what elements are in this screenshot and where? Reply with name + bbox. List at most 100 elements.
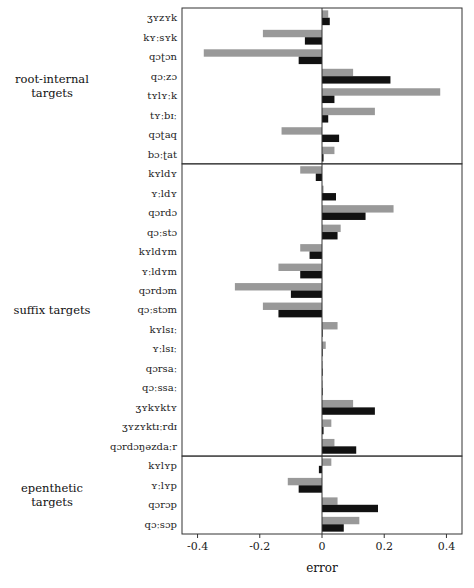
category-label: qɔrdɔŋəzdaːr xyxy=(110,441,177,452)
category-label: qɔːstɔm xyxy=(137,304,177,315)
category-label: ʏːlsɪː xyxy=(152,343,177,354)
tick-label: 0.4 xyxy=(438,540,456,553)
bar xyxy=(310,252,322,259)
section-label-line: epenthetic xyxy=(21,481,83,495)
bar xyxy=(322,524,344,531)
bar xyxy=(299,57,322,64)
bars xyxy=(235,166,394,454)
frame xyxy=(182,456,462,534)
category-label: qɔrsaː xyxy=(146,363,177,374)
bar xyxy=(322,147,334,154)
bar xyxy=(263,303,322,310)
bar xyxy=(322,18,330,25)
category-label: qɔrdɔm xyxy=(139,285,178,296)
bar xyxy=(300,271,322,278)
bar xyxy=(322,439,334,446)
bar xyxy=(278,264,322,271)
category-label: kʏlsɪː xyxy=(149,324,177,335)
bar xyxy=(322,517,359,524)
x-axis-label: error xyxy=(306,561,338,575)
bar xyxy=(322,213,366,220)
section-label: epenthetictargets xyxy=(21,481,83,509)
bar xyxy=(322,88,440,95)
bar xyxy=(322,10,328,17)
section: kʏlʏp ʏːlʏp qɔrɔp qɔːsɔp epenthetictargets -0… xyxy=(21,456,462,575)
bar xyxy=(322,446,356,453)
bar xyxy=(282,127,322,134)
frame xyxy=(182,164,462,456)
category-label: qɔːzɔ xyxy=(151,71,178,82)
category-label: qɔrɔp xyxy=(148,499,177,510)
tick-label: -0.4 xyxy=(187,540,208,553)
bar xyxy=(322,497,338,504)
category-label: ʏːlʏp xyxy=(151,480,177,491)
category-label: kʏːsʏk xyxy=(143,32,178,43)
tick xyxy=(259,534,260,538)
bar xyxy=(300,166,322,173)
bar xyxy=(322,69,353,76)
bar xyxy=(322,322,338,329)
bar xyxy=(322,400,353,407)
category-label: kʏldʏ xyxy=(148,168,177,179)
category-label: qɔʈaq xyxy=(149,129,178,140)
tick xyxy=(322,534,323,538)
category-label: qɔʈɔn xyxy=(149,51,178,62)
category-label: qɔːsɔp xyxy=(144,519,177,530)
section-label: root-internaltargets xyxy=(15,72,89,100)
category-label: qɔːssaː xyxy=(142,382,177,393)
bar xyxy=(288,478,322,485)
bar xyxy=(291,290,322,297)
tick-label: 0 xyxy=(319,540,326,553)
section-label-line: targets xyxy=(31,86,73,100)
zero-line xyxy=(322,164,323,456)
bar xyxy=(322,505,378,512)
bar xyxy=(322,135,339,142)
bar xyxy=(322,225,341,232)
category-label: kʏlʏp xyxy=(148,460,177,471)
tick-label: 0.2 xyxy=(375,540,393,553)
category-label: tʏːbɪː xyxy=(150,110,177,121)
category-label: ʏːldʏ xyxy=(151,188,178,199)
bar xyxy=(322,193,336,200)
tick xyxy=(384,534,385,538)
category-label: ʒʏzʏk xyxy=(147,12,178,23)
bar xyxy=(322,419,331,426)
tick xyxy=(446,534,447,538)
bar xyxy=(263,30,322,37)
bar xyxy=(305,37,322,44)
section-label-line: suffix targets xyxy=(14,303,91,317)
tick xyxy=(197,534,198,538)
chart: ʒʏzʏk kʏːsʏk qɔʈɔn qɔːzɔ tʏlʏːk tʏːbɪː qɔʈaq bɔ… xyxy=(0,0,474,588)
section-label-line: root-internal xyxy=(15,72,89,86)
section-label-line: targets xyxy=(31,495,73,509)
bar xyxy=(316,174,322,181)
bar xyxy=(204,49,322,56)
bar xyxy=(278,310,322,317)
bar xyxy=(235,283,322,290)
frame xyxy=(182,8,462,164)
bar xyxy=(322,205,394,212)
bar xyxy=(322,407,375,414)
category-label: ʒʏkʏktʏ xyxy=(136,402,178,413)
bar xyxy=(322,115,328,122)
zero-line xyxy=(322,8,323,164)
bar xyxy=(300,244,322,251)
bar xyxy=(322,96,334,103)
section-label: suffix targets xyxy=(14,303,91,317)
category-label: qɔːstɔ xyxy=(147,227,178,238)
bar xyxy=(322,232,338,239)
bar xyxy=(299,485,322,492)
category-label: tʏlʏːk xyxy=(147,90,178,101)
section: ʒʏzʏk kʏːsʏk qɔʈɔn qɔːzɔ tʏlʏːk tʏːbɪː qɔʈaq bɔ… xyxy=(15,8,462,164)
category-label: ʒʏzʏktɪːrdɪ xyxy=(122,421,177,432)
zero-line xyxy=(322,456,323,534)
bar xyxy=(322,458,331,465)
category-label: bɔːʈat xyxy=(148,149,177,160)
bar xyxy=(322,342,326,349)
tick-label: -0.2 xyxy=(249,540,270,553)
bar xyxy=(322,108,375,115)
bar xyxy=(322,76,390,83)
category-label: qɔrdɔ xyxy=(148,207,177,218)
section: kʏldʏʏːldʏqɔrdɔqɔːstɔkʏldʏmʏːldʏmqɔrdɔmq… xyxy=(14,164,462,456)
category-label: kʏldʏm xyxy=(139,246,178,257)
